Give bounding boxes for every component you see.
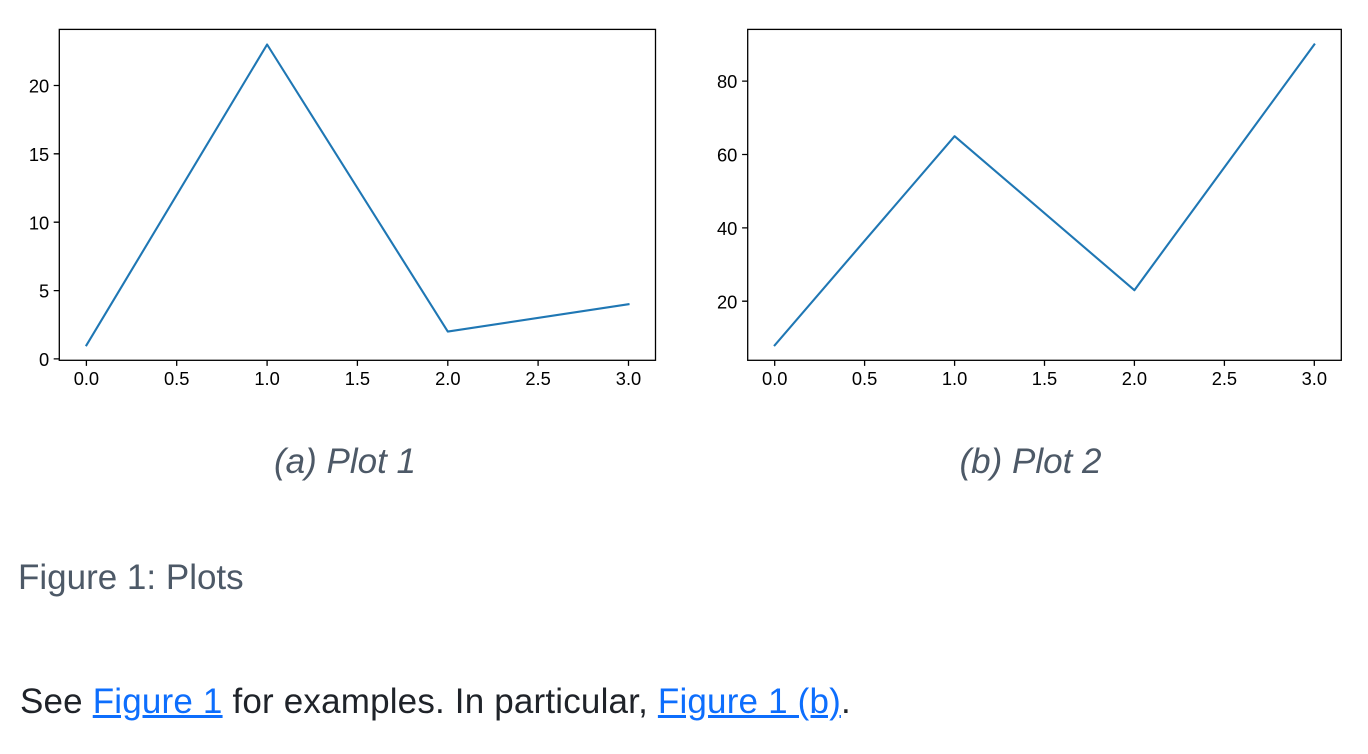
svg-text:20: 20	[717, 291, 737, 312]
svg-text:80: 80	[717, 71, 737, 92]
svg-text:0.5: 0.5	[164, 368, 189, 389]
svg-text:20: 20	[29, 76, 49, 97]
svg-text:1.5: 1.5	[345, 368, 370, 389]
svg-text:15: 15	[29, 144, 49, 165]
svg-text:2.5: 2.5	[525, 368, 550, 389]
svg-text:0.5: 0.5	[852, 368, 877, 389]
svg-text:5: 5	[39, 281, 49, 302]
svg-text:2.0: 2.0	[1122, 368, 1147, 389]
svg-text:0.0: 0.0	[762, 368, 787, 389]
svg-text:1.0: 1.0	[942, 368, 967, 389]
svg-text:3.0: 3.0	[616, 368, 641, 389]
svg-text:2.0: 2.0	[435, 368, 460, 389]
svg-text:0.0: 0.0	[74, 368, 99, 389]
svg-text:3.0: 3.0	[1302, 368, 1327, 389]
svg-text:40: 40	[717, 218, 737, 239]
svg-text:1.5: 1.5	[1032, 368, 1057, 389]
svg-text:60: 60	[717, 145, 737, 166]
svg-text:1.0: 1.0	[254, 368, 279, 389]
svg-text:2.5: 2.5	[1212, 368, 1237, 389]
svg-text:10: 10	[29, 212, 49, 233]
svg-text:0: 0	[39, 349, 49, 370]
